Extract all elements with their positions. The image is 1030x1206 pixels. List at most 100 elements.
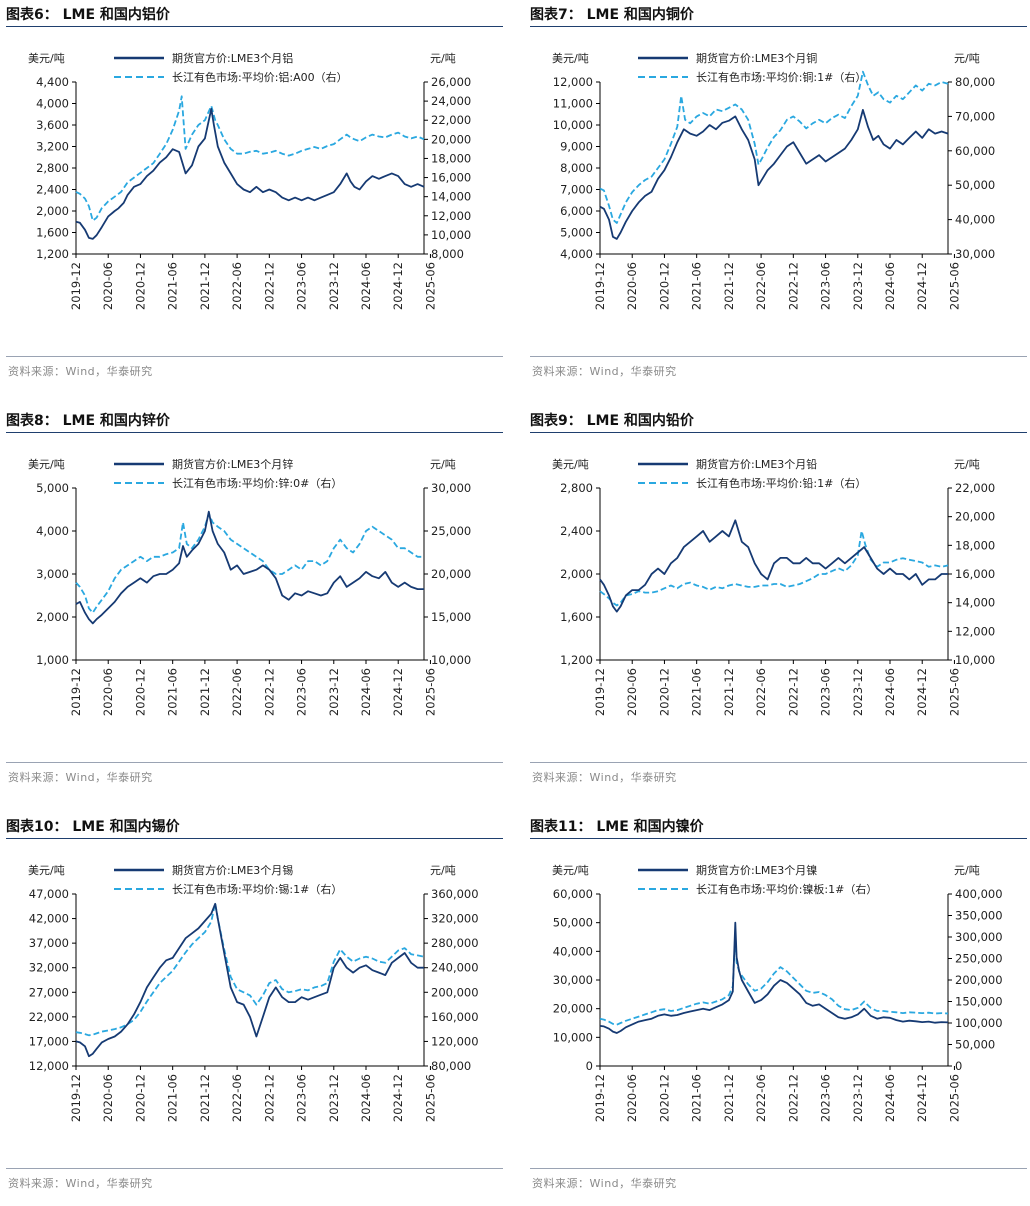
- x-tick-label: 2023-06: [819, 262, 833, 310]
- x-tick-label: 2019-12: [593, 262, 607, 310]
- left-tick-label: 4,000: [36, 524, 69, 538]
- right-tick-label: 18,000: [955, 538, 995, 552]
- chart-panel-tin: 图表10： LME 和国内锡价 美元/吨 元/吨 期货官方价:LME3个月锡 长江有色…: [6, 816, 506, 1206]
- title-divider: [530, 26, 1027, 27]
- right-tick-label: 0: [955, 1059, 962, 1073]
- left-tick-label: 17,000: [29, 1034, 69, 1048]
- source-divider: [530, 356, 1027, 357]
- x-tick-label: 2024-12: [915, 668, 929, 716]
- left-tick-label: 4,400: [36, 75, 69, 89]
- x-tick-label: 2020-06: [625, 1074, 639, 1122]
- source-divider: [6, 356, 503, 357]
- left-tick-label: 27,000: [29, 985, 69, 999]
- left-axis-unit: 美元/吨: [28, 864, 65, 877]
- left-tick-label: 37,000: [29, 936, 69, 950]
- x-tick-label: 2024-06: [359, 262, 373, 310]
- x-tick-label: 2024-06: [883, 262, 897, 310]
- right-axis-unit: 元/吨: [430, 458, 456, 471]
- right-axis-unit: 元/吨: [954, 52, 980, 65]
- x-tick-label: 2021-12: [198, 1074, 212, 1122]
- left-axis-unit: 美元/吨: [28, 458, 65, 471]
- right-tick-label: 12,000: [955, 624, 995, 638]
- x-tick-label: 2022-12: [786, 1074, 800, 1122]
- x-tick-label: 2023-12: [327, 668, 341, 716]
- right-tick-label: 20,000: [955, 510, 995, 524]
- title-divider: [6, 838, 503, 839]
- right-tick-label: 24,000: [431, 94, 471, 108]
- right-tick-label: 20,000: [431, 567, 471, 581]
- source-note: 资料来源：Wind，华泰研究: [532, 365, 677, 378]
- legend-label-domestic: 长江有色市场:平均价:铝:A00（右）: [172, 70, 348, 84]
- legend-label-lme: 期货官方价:LME3个月铝: [172, 51, 293, 65]
- series-line-lme: [75, 510, 424, 625]
- right-tick-label: 100,000: [955, 1016, 1003, 1030]
- x-tick-label: 2021-12: [198, 262, 212, 310]
- x-tick-label: 2024-12: [391, 668, 405, 716]
- x-tick-label: 2020-06: [101, 262, 115, 310]
- series-line-lme: [75, 108, 425, 240]
- left-tick-label: 4,000: [36, 97, 69, 111]
- right-tick-label: 50,000: [955, 178, 995, 192]
- left-tick-label: 42,000: [29, 912, 69, 926]
- right-tick-label: 80,000: [431, 1059, 471, 1073]
- x-tick-label: 2019-12: [593, 668, 607, 716]
- x-tick-label: 2021-06: [690, 1074, 704, 1122]
- x-tick-label: 2024-12: [391, 262, 405, 310]
- x-tick-label: 2022-12: [262, 1074, 276, 1122]
- legend-label-lme: 期货官方价:LME3个月铜: [696, 51, 817, 65]
- x-tick-label: 2019-12: [69, 262, 83, 310]
- right-tick-label: 10,000: [431, 228, 471, 242]
- right-tick-label: 20,000: [431, 132, 471, 146]
- title-divider: [530, 838, 1027, 839]
- right-tick-label: 120,000: [431, 1034, 479, 1048]
- x-tick-label: 2021-06: [690, 262, 704, 310]
- left-tick-label: 7,000: [560, 183, 593, 197]
- right-tick-label: 12,000: [431, 209, 471, 223]
- x-tick-label: 2019-12: [69, 1074, 83, 1122]
- left-tick-label: 20,000: [553, 1002, 593, 1016]
- x-tick-label: 2020-06: [625, 668, 639, 716]
- x-tick-label: 2025-06: [423, 668, 437, 716]
- left-axis-unit: 美元/吨: [552, 52, 589, 65]
- right-tick-label: 150,000: [955, 995, 1003, 1009]
- x-tick-label: 2025-06: [947, 262, 961, 310]
- right-tick-label: 10,000: [431, 653, 471, 667]
- right-tick-label: 50,000: [955, 1038, 995, 1052]
- left-tick-label: 10,000: [553, 118, 593, 132]
- right-tick-label: 250,000: [955, 952, 1003, 966]
- legend-label-lme: 期货官方价:LME3个月锌: [172, 457, 293, 471]
- chart-title: 图表11： LME 和国内镍价: [530, 819, 704, 835]
- x-tick-label: 2022-06: [754, 1074, 768, 1122]
- left-tick-label: 1,200: [560, 653, 593, 667]
- right-tick-label: 70,000: [955, 109, 995, 123]
- right-tick-label: 25,000: [431, 524, 471, 538]
- left-tick-label: 5,000: [36, 481, 69, 495]
- x-tick-label: 2023-12: [851, 1074, 865, 1122]
- series-line-lme: [75, 902, 424, 1058]
- x-tick-label: 2022-06: [754, 668, 768, 716]
- left-tick-label: 2,800: [560, 481, 593, 495]
- right-tick-label: 350,000: [955, 909, 1003, 923]
- legend-label-domestic: 长江有色市场:平均价:锡:1#（右）: [172, 882, 342, 896]
- left-tick-label: 50,000: [553, 916, 593, 930]
- chart-panel-aluminium: 图表6： LME 和国内铝价 美元/吨 元/吨 期货官方价:LME3个月铝 长江有色市…: [6, 4, 506, 394]
- left-tick-label: 6,000: [560, 204, 593, 218]
- left-tick-label: 1,600: [560, 610, 593, 624]
- x-tick-label: 2022-06: [230, 262, 244, 310]
- left-tick-label: 3,200: [36, 140, 69, 154]
- legend-label-domestic: 长江有色市场:平均价:锌:0#（右）: [172, 476, 342, 490]
- left-tick-label: 8,000: [560, 161, 593, 175]
- x-tick-label: 2020-12: [657, 1074, 671, 1122]
- legend-label-lme: 期货官方价:LME3个月镍: [696, 863, 817, 877]
- title-divider: [6, 26, 503, 27]
- chart-title: 图表7： LME 和国内铜价: [530, 7, 694, 23]
- left-tick-label: 32,000: [29, 961, 69, 975]
- chart-title: 图表8： LME 和国内锌价: [6, 413, 170, 429]
- source-note: 资料来源：Wind，华泰研究: [8, 365, 153, 378]
- x-tick-label: 2023-12: [851, 668, 865, 716]
- left-tick-label: 5,000: [560, 226, 593, 240]
- x-tick-label: 2021-06: [166, 668, 180, 716]
